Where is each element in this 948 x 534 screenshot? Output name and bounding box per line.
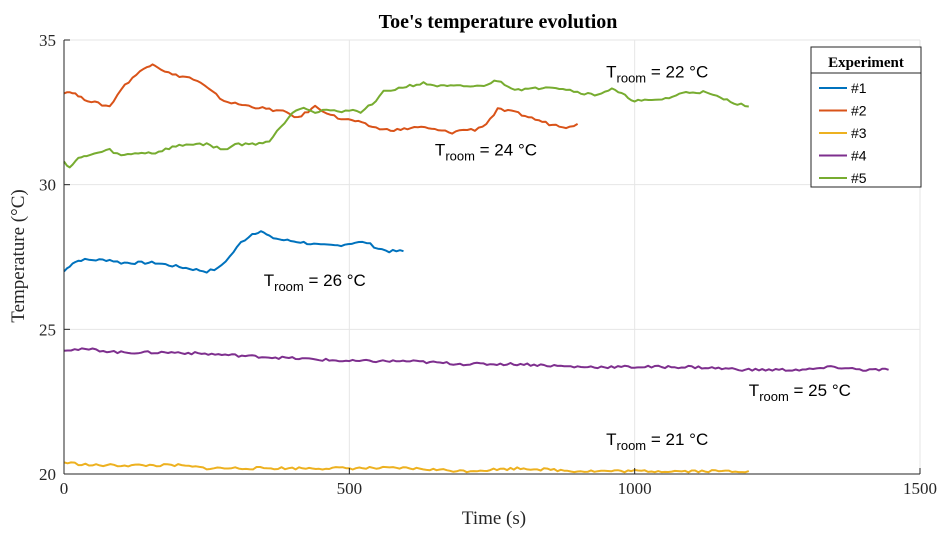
series-line-4 — [63, 347, 889, 372]
series-line-5 — [63, 79, 749, 169]
x-tick-label: 500 — [337, 479, 363, 498]
chart-title: Toe's temperature evolution — [379, 11, 618, 33]
legend-title: Experiment — [828, 55, 904, 71]
room-temperature-annotation: Troom = 21 °C — [606, 430, 708, 453]
x-axis-label: Time (s) — [462, 508, 526, 529]
room-temperature-annotation: Troom = 25 °C — [749, 381, 851, 404]
y-axis-label: Temperature (°C) — [8, 189, 29, 322]
legend: Experiment #1 #2 #3 #4 #5 — [810, 46, 922, 188]
room-temperature-annotation: Troom = 22 °C — [606, 63, 708, 86]
series-line-2 — [63, 63, 579, 135]
plot-area: 0 500 1000 1500 20 25 30 35 Troom = 22 °C Troom =… — [39, 31, 937, 498]
legend-label: #5 — [851, 170, 867, 186]
y-tick-label: 35 — [39, 31, 56, 50]
y-tick-label: 25 — [39, 320, 56, 339]
room-temperature-annotation: Troom = 26 °C — [264, 271, 366, 294]
y-tick-label: 20 — [39, 465, 56, 484]
x-tick-label: 0 — [60, 479, 69, 498]
x-tick-label: 1000 — [618, 479, 652, 498]
x-tick-label: 1500 — [903, 479, 937, 498]
room-temperature-annotation: Troom = 24 °C — [435, 141, 537, 164]
y-tick-label: 30 — [39, 176, 56, 195]
legend-box — [810, 46, 922, 188]
series-line-3 — [63, 461, 750, 474]
legend-label: #3 — [851, 125, 867, 141]
series-line-1 — [63, 230, 404, 274]
legend-label: #1 — [851, 80, 867, 96]
legend-label: #4 — [851, 148, 867, 164]
legend-label: #2 — [851, 103, 867, 119]
